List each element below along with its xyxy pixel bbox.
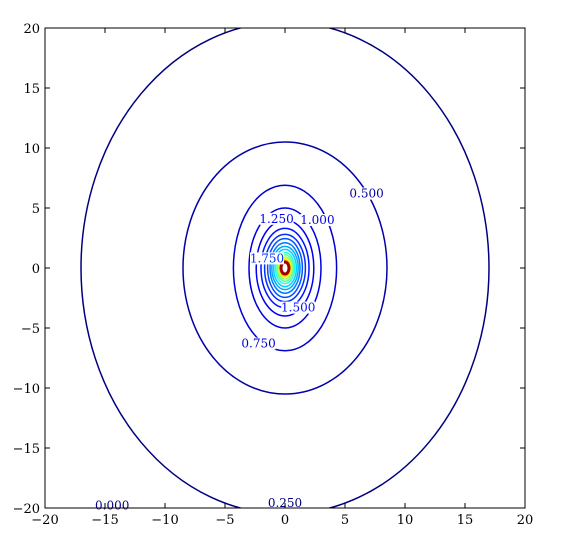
contour-line-3_75 [278,257,292,279]
contour-label-background [241,337,276,350]
contour-line-2_25 [269,242,301,294]
y-tick-label: −20 [13,502,40,517]
y-tick-label: 5 [32,202,40,217]
contour-label: 0.000 [95,499,129,513]
contour-line-2_5 [271,245,299,291]
contour-label: 1.250 [259,212,293,226]
contour-label: 1.000 [300,213,334,227]
y-tick-label: −15 [13,442,40,457]
x-tick-label: 0 [281,513,289,528]
contour-label-background [349,187,384,200]
x-tick-label: 5 [341,513,349,528]
x-tick-label: 15 [457,513,474,528]
contour-line-0_25 [80,28,490,508]
y-tick-label: −5 [21,322,40,337]
x-tick-label: −20 [31,513,58,528]
x-tick-label: 10 [397,513,414,528]
x-tick-label: −15 [91,513,118,528]
contour-line-2_75 [272,248,298,288]
contour-line-3_5 [277,256,293,280]
contour-line-0_75 [232,184,338,352]
contour-label-background [281,301,316,314]
y-axis: −20 −15 −10 −5 0 5 10 15 20 [13,22,525,517]
y-tick-label: −10 [13,382,40,397]
y-tick-label: 20 [23,22,40,37]
contour-label-background [259,212,294,225]
contour-label: 1.750 [250,251,284,265]
x-tick-label: 20 [517,513,534,528]
contour-label: 0.500 [349,187,383,201]
contour-line-3 [274,251,296,285]
contour-line-1_75 [263,233,307,303]
contour-line-3_25 [276,254,294,282]
x-axis: −20 −15 −10 −5 0 5 10 15 20 [31,28,533,528]
x-tick-label: −10 [151,513,178,528]
contour-line-2 [266,237,304,299]
contour-label-background [95,499,130,512]
contour-peak-marker [279,260,291,276]
y-tick-label: 10 [23,142,40,157]
contour-label: 1.500 [281,301,315,315]
contour-lines [80,28,490,508]
y-tick-label: 0 [32,262,40,277]
contour-label-background [250,252,284,265]
contour-line-1 [248,207,322,329]
contour-line-0_5 [182,141,388,395]
x-tick-label: −5 [215,513,234,528]
contour-label-background [300,214,335,226]
contour-label: 0.750 [241,337,275,351]
y-tick-label: 15 [23,82,40,97]
